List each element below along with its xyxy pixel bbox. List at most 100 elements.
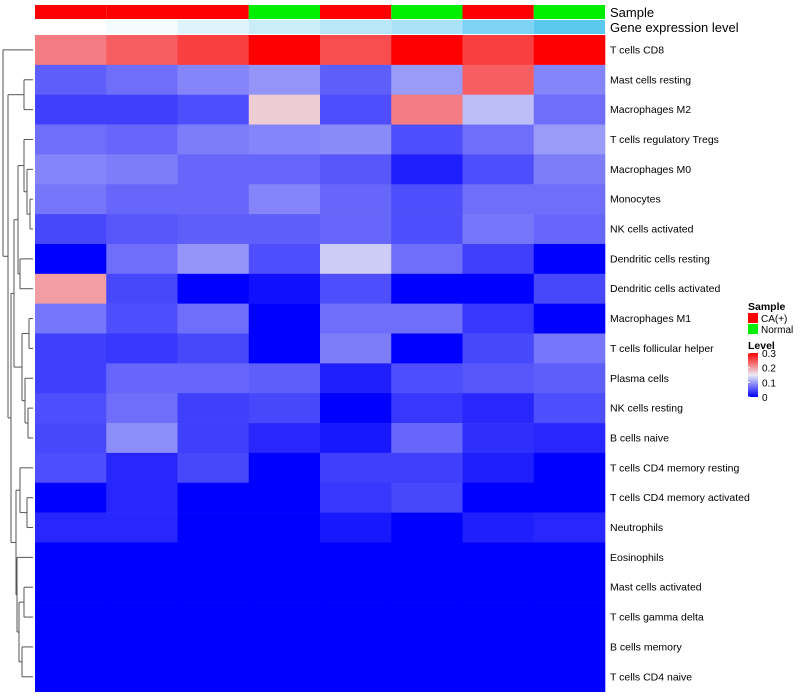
heatmap-cell [462,632,535,663]
heatmap-cell [462,512,535,543]
heatmap-cell [35,184,107,215]
heatmap-cell [248,64,321,95]
heatmap-cell [35,363,107,394]
legend-sample-label: Normal [761,325,793,336]
row-label: Monocytes [610,194,661,206]
heatmap-cell [391,512,463,543]
heatmap-cell [391,154,463,185]
heatmap-cell [248,512,321,543]
heatmap-cell [35,393,107,424]
row-label: Macrophages M2 [610,104,691,116]
heatmap-cell [533,35,606,66]
heatmap-cell [533,184,606,215]
heatmap-cell [462,214,535,245]
heatmap-cell [533,243,606,275]
heatmap-cell [320,363,392,394]
heatmap-cell [177,124,250,155]
heatmap-cell [391,661,463,692]
heatmap-cell [177,333,250,364]
heatmap-cell [106,572,178,603]
heatmap-cell [248,154,321,185]
heatmap-cell [533,512,606,543]
expression-annotation-cell [177,20,249,34]
legend-sample-title: Sample [748,301,786,313]
heatmap-cell [106,124,178,155]
heatmap-cell [462,482,535,513]
heatmap-cell [248,333,321,364]
row-label: Dendritic cells resting [610,253,710,265]
row-label: NK cells resting [610,403,683,415]
heatmap-cell [391,243,463,275]
legend-level-title: Level [748,340,775,352]
heatmap-cell [106,452,178,484]
heatmap-cell [35,124,107,155]
heatmap-cell [35,482,107,513]
heatmap-cell [106,64,178,95]
heatmap-cell [177,214,250,245]
heatmap-cell [35,273,107,304]
heatmap-cell [320,482,392,513]
legend-level-tick-label: 0.3 [762,349,776,360]
heatmap-cell [320,333,392,364]
heatmap-cell [248,393,321,424]
heatmap-cell [106,243,178,275]
sample-annotation-cell [533,5,605,19]
heatmap-cell [35,602,107,633]
row-label: NK cells activated [610,224,694,236]
heatmap-cell [248,452,321,484]
row-label: T cells CD8 [610,44,664,56]
heatmap-cell [248,423,321,454]
heatmap-cell [391,482,463,513]
heatmap-cell [320,273,392,304]
heatmap-cell [391,35,463,66]
heatmap-cell [462,333,535,364]
heatmap-cell [177,632,250,663]
heatmap-cell [177,602,250,633]
sample-annotation-cell [177,5,249,19]
heatmap-cell [391,333,463,364]
heatmap-cell [35,572,107,603]
heatmap-cell [462,243,535,275]
heatmap-cell [320,243,392,275]
heatmap-cell [391,452,463,484]
expression-annotation-cell [533,20,605,34]
row-label: T cells CD4 memory activated [610,492,750,504]
heatmap-cell [533,94,606,125]
heatmap-cell [35,423,107,454]
heatmap-cell [533,214,606,245]
heatmap-cell [35,452,107,484]
heatmap-cell [391,184,463,215]
heatmap-cell [320,64,392,95]
heatmap-cell [35,243,107,275]
heatmap-cell [320,184,392,215]
expression-annotation-cell [106,20,178,34]
expression-annotation-cell [391,20,463,34]
heatmap-cell [320,124,392,155]
legend-level-tick-label: 0.1 [762,378,776,389]
sample-annotation-cell [320,5,392,19]
heatmap-cell [391,124,463,155]
heatmap-cell [533,661,606,692]
heatmap-cell [106,393,178,424]
heatmap-cell [462,94,535,125]
heatmap-cell [533,154,606,185]
sample-annotation-cell [35,5,107,19]
heatmap-cell [320,661,392,692]
heatmap-cell [106,214,178,245]
legend-sample-swatch [748,313,758,323]
row-label: T cells CD4 naive [610,671,692,683]
heatmap-cell [533,602,606,633]
heatmap-cell [462,393,535,424]
heatmap-cell [533,333,606,364]
legend-level-tick-label: 0 [762,393,768,404]
heatmap-cell [391,602,463,633]
legend-colorbar [748,353,758,397]
heatmap-cell [248,94,321,125]
heatmap-cell [35,214,107,245]
expression-annotation-cell [462,20,534,34]
heatmap-cell [177,273,250,304]
heatmap-cell [462,124,535,155]
sample-annotation-cell [248,5,320,19]
